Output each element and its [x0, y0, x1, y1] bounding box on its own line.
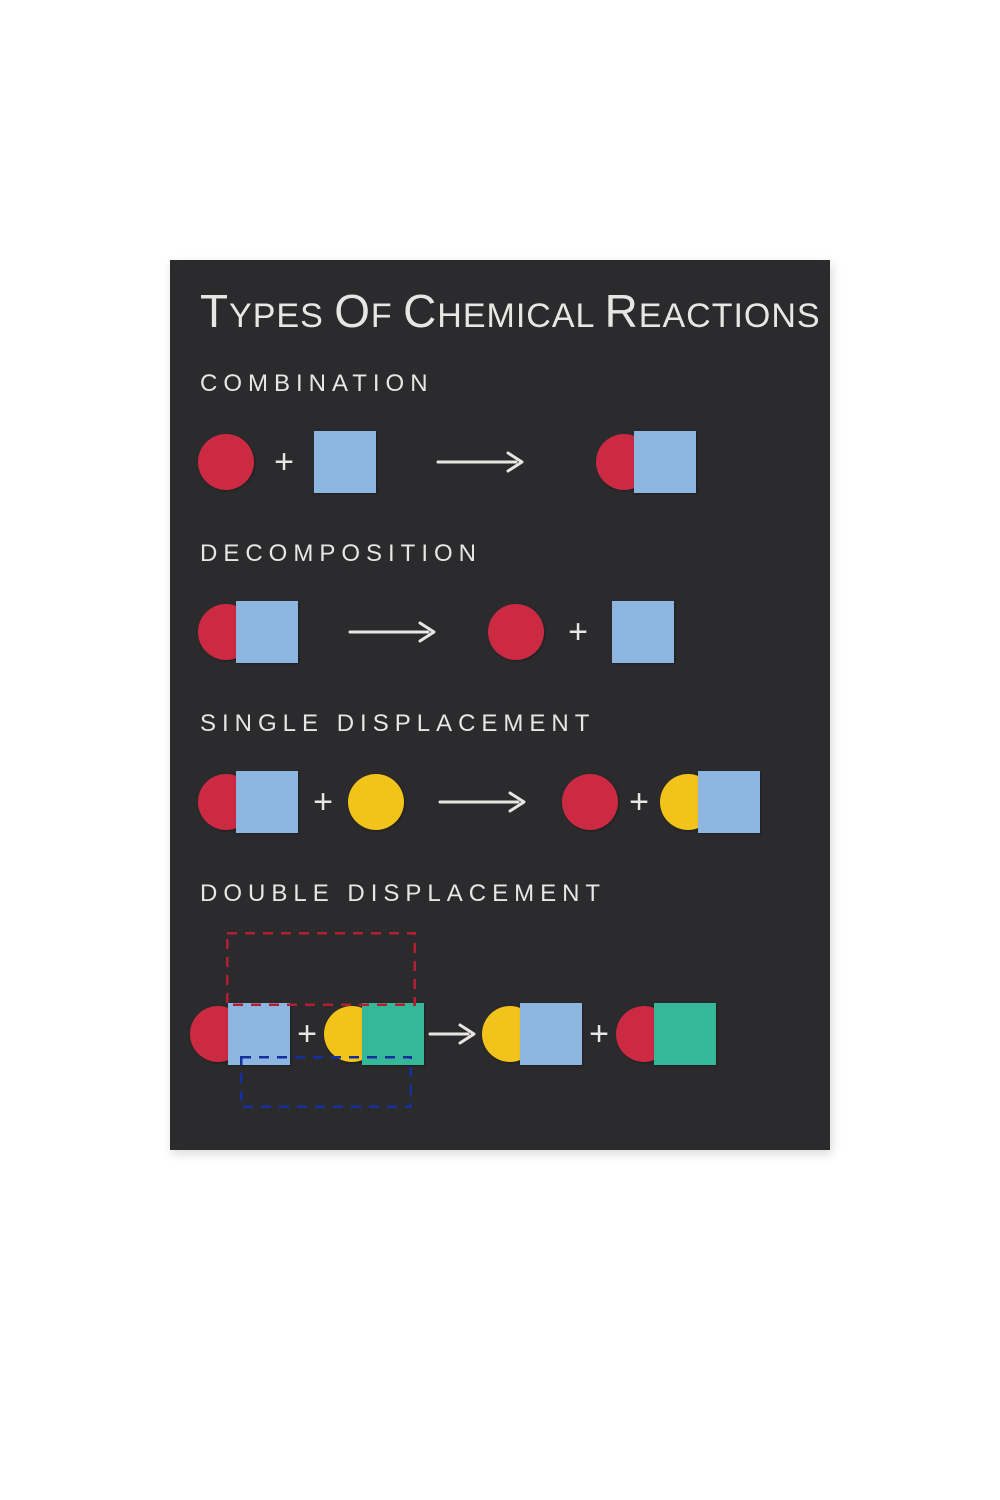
arrow-icon	[428, 1019, 478, 1049]
chalkboard: TYPES OF CHEMICAL REACTIONS COMBINATION + D…	[170, 260, 830, 1150]
red-circle-icon	[198, 434, 254, 490]
plus-operator: +	[294, 1015, 320, 1054]
section-label-decomposition: DECOMPOSITION	[200, 540, 482, 568]
dash-red-annotation	[226, 932, 416, 1006]
blue-square-icon	[698, 771, 760, 833]
blue-square-icon	[634, 431, 696, 493]
dash-blue-annotation	[240, 1056, 412, 1108]
plus-operator: +	[306, 783, 340, 822]
blue-square-icon	[612, 601, 674, 663]
red-circle-icon	[562, 774, 618, 830]
arrow-icon	[436, 447, 526, 477]
section-label-combination: COMBINATION	[200, 370, 434, 398]
blue-square-icon	[520, 1003, 582, 1065]
plus-operator: +	[586, 1015, 612, 1054]
yellow-circle-icon	[348, 774, 404, 830]
blue-square-icon	[236, 771, 298, 833]
reaction-row-single-displacement: ++	[198, 768, 760, 836]
arrow-icon	[348, 617, 438, 647]
reaction-row-combination: +	[198, 428, 696, 496]
green-square-icon	[654, 1003, 716, 1065]
section-label-double-displacement: DOUBLE DISPLACEMENT	[200, 880, 606, 908]
reaction-row-decomposition: +	[198, 598, 674, 666]
blue-square-icon	[236, 601, 298, 663]
blue-square-icon	[314, 431, 376, 493]
plus-operator: +	[558, 613, 598, 652]
red-circle-icon	[488, 604, 544, 660]
section-label-single-displacement: SINGLE DISPLACEMENT	[200, 710, 595, 738]
plus-operator: +	[624, 783, 654, 822]
plus-operator: +	[264, 443, 304, 482]
page-title: TYPES OF CHEMICAL REACTIONS	[200, 284, 821, 338]
arrow-icon	[438, 787, 528, 817]
